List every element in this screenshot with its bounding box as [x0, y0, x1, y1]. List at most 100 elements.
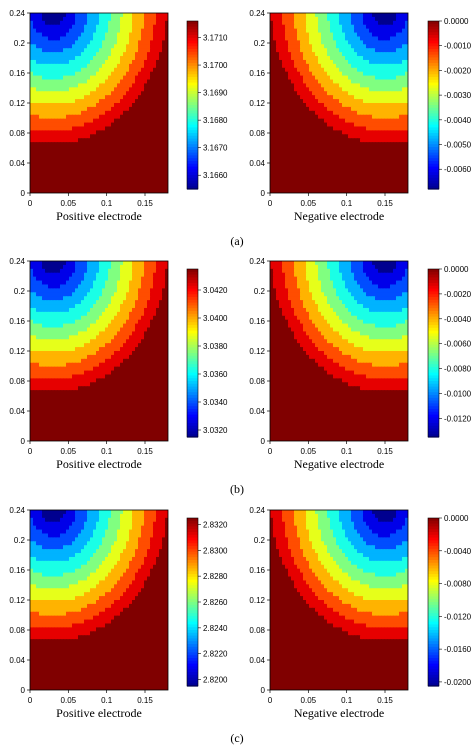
- contour-cell: [282, 118, 286, 124]
- contour-cell: [99, 173, 103, 178]
- contour-cell: [387, 138, 391, 143]
- contour-cell: [354, 40, 358, 45]
- contour-cell: [159, 138, 163, 143]
- contour-cell: [120, 261, 124, 266]
- contour-cell: [144, 280, 148, 286]
- contour-cell: [330, 59, 334, 65]
- contour-cell: [111, 56, 115, 61]
- contour-cell: [165, 268, 168, 274]
- contour-cell: [135, 79, 139, 85]
- colorbar-segment: [428, 35, 439, 39]
- contour-cell: [309, 181, 313, 186]
- contour-cell: [327, 44, 331, 49]
- contour-cell: [75, 146, 79, 151]
- contour-cell: [366, 32, 370, 38]
- contour-cell: [60, 67, 64, 73]
- contour-cell: [165, 181, 168, 186]
- contour-cell: [57, 20, 61, 26]
- contour-cell: [288, 44, 292, 49]
- contour-cell: [384, 169, 388, 175]
- contour-cell: [354, 114, 358, 120]
- contour-cell: [162, 79, 166, 85]
- contour-cell: [387, 134, 391, 139]
- contour-cell: [141, 114, 145, 120]
- contour-cell: [351, 24, 355, 30]
- contour-cell: [54, 79, 58, 85]
- contour-cell: [117, 122, 121, 128]
- contour-cell: [84, 272, 88, 278]
- contour-cell: [105, 122, 109, 128]
- chart-b-positive: 00.040.080.120.160.20.240 0.05 0.1 0.15Posi…: [9, 257, 228, 471]
- contour-cell: [375, 103, 379, 108]
- contour-cell: [339, 36, 343, 41]
- contour-cell: [144, 110, 148, 116]
- contour-cell: [90, 56, 94, 61]
- contour-cell: [360, 126, 364, 131]
- contour-cell: [366, 79, 370, 85]
- contour-cell: [276, 122, 280, 128]
- contour-cell: [375, 48, 379, 53]
- contour-cell: [384, 44, 388, 49]
- contour-cell: [75, 32, 79, 38]
- contour-cell: [42, 52, 46, 57]
- contour-cell: [387, 52, 391, 57]
- contour-cell: [336, 110, 340, 116]
- contour-cell: [33, 24, 37, 30]
- contour-cell: [366, 169, 370, 175]
- contour-cell: [306, 99, 310, 104]
- contour-cell: [141, 284, 145, 289]
- contour-cell: [84, 56, 88, 61]
- contour-cell: [111, 71, 115, 77]
- contour-cell: [69, 185, 73, 190]
- contour-cell: [54, 142, 58, 147]
- contour-cell: [276, 103, 280, 108]
- contour-cell: [102, 300, 106, 305]
- contour-cell: [63, 20, 67, 26]
- contour-cell: [96, 189, 100, 193]
- contour-cell: [309, 134, 313, 139]
- contour-cell: [156, 165, 160, 171]
- contour-cell: [132, 149, 136, 155]
- contour-cell: [294, 165, 298, 171]
- contour-cell: [339, 103, 343, 108]
- contour-cell: [381, 169, 385, 175]
- contour-cell: [387, 59, 391, 65]
- contour-cell: [282, 79, 286, 85]
- contour-cell: [336, 99, 340, 104]
- contour-cell: [354, 181, 358, 186]
- contour-cell: [75, 272, 79, 278]
- contour-cell: [114, 161, 118, 167]
- contour-cell: [324, 52, 328, 57]
- contour-cell: [102, 268, 106, 274]
- contour-cell: [324, 95, 328, 100]
- contour-cell: [39, 292, 43, 297]
- contour-cell: [312, 67, 316, 73]
- contour-cell: [162, 13, 166, 18]
- contour-cell: [33, 56, 37, 61]
- contour-cell: [156, 157, 160, 163]
- contour-cell: [135, 165, 139, 171]
- contour-cell: [135, 169, 139, 175]
- contour-cell: [141, 292, 145, 297]
- contour-cell: [117, 32, 121, 38]
- contour-cell: [315, 71, 319, 77]
- contour-cell: [120, 63, 124, 69]
- contour-cell: [369, 138, 373, 143]
- contour-cell: [108, 181, 112, 186]
- contour-cell: [285, 153, 289, 159]
- contour-cell: [63, 300, 67, 305]
- contour-cell: [114, 20, 118, 26]
- contour-cell: [102, 91, 106, 96]
- contour-cell: [159, 20, 163, 26]
- contour-cell: [36, 106, 40, 112]
- contour-cell: [66, 130, 70, 135]
- contour-cell: [345, 169, 349, 175]
- colorbar-segment: [187, 110, 198, 114]
- contour-cell: [147, 153, 151, 159]
- contour-cell: [297, 149, 301, 155]
- colorbar-segment: [428, 71, 439, 75]
- contour-cell: [102, 118, 106, 124]
- contour-cell: [282, 142, 286, 147]
- colorbar-segment: [187, 68, 198, 72]
- contour-cell: [60, 173, 64, 178]
